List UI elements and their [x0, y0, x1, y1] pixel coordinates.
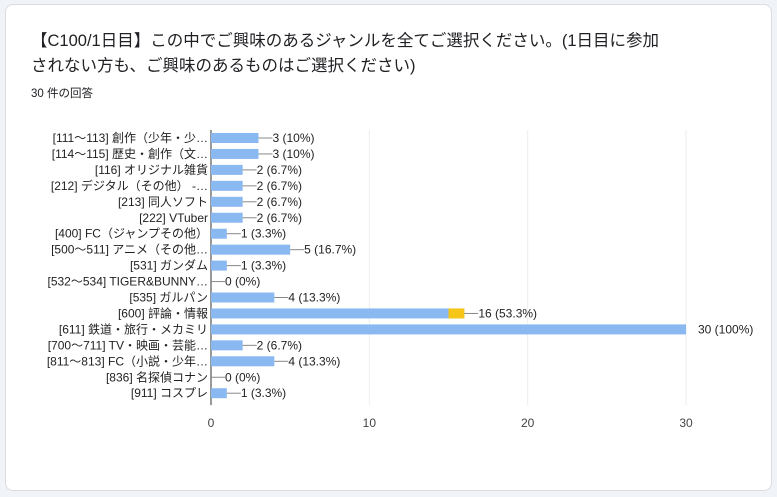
- x-tick-label: 20: [521, 416, 535, 430]
- data-label: 5 (16.7%): [304, 243, 356, 257]
- data-label: 4 (13.3%): [288, 291, 340, 305]
- category-label: [535] ガルパン: [129, 291, 208, 305]
- data-label: 1 (3.3%): [241, 259, 286, 273]
- x-tick-label: 10: [363, 416, 377, 430]
- data-label: 4 (13.3%): [288, 354, 340, 368]
- category-label: [114～115] 歴史・創作（文…: [52, 146, 208, 161]
- bar: [211, 308, 465, 319]
- bar: [211, 148, 259, 159]
- bar: [211, 340, 243, 351]
- category-label: [222] VTuber: [139, 211, 208, 225]
- bar: [211, 244, 291, 255]
- data-label: 2 (6.7%): [257, 163, 302, 177]
- x-tick-label: 30: [679, 416, 693, 430]
- category-label: [532～534] TIGER&BUNNY…: [47, 275, 208, 289]
- bar-highlight: [448, 308, 465, 319]
- category-label: [811～813] FC（小説・少年…: [47, 353, 208, 368]
- category-label: [600] 評論・情報: [118, 305, 208, 320]
- category-label: [116] オリジナル雑貨: [95, 162, 208, 177]
- category-label: [400] FC（ジャンプその他）: [55, 227, 208, 241]
- data-label: 3 (10%): [273, 147, 315, 161]
- bar: [211, 180, 243, 191]
- question-title: 【C100/1日目】この中でご興味のあるジャンルを全てご選択ください。(1日目に…: [31, 32, 660, 75]
- category-label: [213] 同人ソフト: [118, 195, 208, 209]
- x-tick-label: 0: [208, 416, 215, 430]
- category-label: [212] デジタル（その他） -…: [51, 178, 208, 193]
- response-count: 30 件の回答: [31, 88, 93, 100]
- data-label: 16 (53.3%): [478, 306, 537, 320]
- category-label: [611] 鉄道・旅行・メカミリ: [59, 321, 208, 336]
- bar: [211, 164, 243, 175]
- bar: [211, 133, 259, 143]
- bar: [211, 212, 243, 223]
- data-label: 1 (3.3%): [241, 386, 286, 400]
- data-label: 30 (100%): [698, 322, 753, 336]
- data-label: 0 (0%): [225, 370, 260, 384]
- data-label: 2 (6.7%): [257, 338, 302, 352]
- bar: [211, 196, 243, 207]
- category-label: [531] ガンダム: [130, 258, 208, 273]
- data-label: 2 (6.7%): [257, 195, 302, 209]
- data-label: 2 (6.7%): [257, 211, 302, 225]
- data-label: 1 (3.3%): [241, 227, 286, 241]
- bar: [211, 228, 227, 239]
- bar: [211, 356, 275, 367]
- category-label: [111～113] 創作（少年・少…: [53, 131, 208, 145]
- category-label: [500～511] アニメ（その他…: [51, 243, 208, 257]
- bar: [211, 324, 686, 335]
- category-label: [700～711] TV・映画・芸能…: [48, 338, 208, 352]
- data-label: 2 (6.7%): [257, 179, 302, 193]
- bar: [211, 260, 227, 271]
- question-card: 【C100/1日目】この中でご興味のあるジャンルを全てご選択ください。(1日目に…: [5, 4, 772, 491]
- bar: [211, 292, 275, 303]
- data-label: 0 (0%): [225, 275, 260, 289]
- category-label: [911] コスプレ: [131, 386, 208, 400]
- category-label: [836] 名探偵コナン: [106, 369, 208, 384]
- bar: [211, 388, 227, 399]
- data-label: 3 (10%): [273, 131, 315, 145]
